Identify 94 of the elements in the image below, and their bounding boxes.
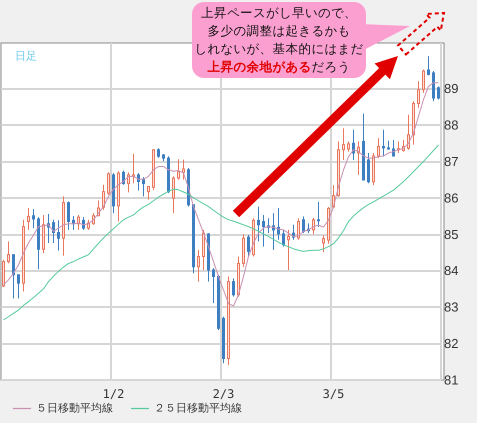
candlestick <box>387 140 390 150</box>
y-tick-label: 89 <box>444 81 458 96</box>
candlestick <box>422 69 425 94</box>
candlestick <box>167 156 170 194</box>
candlestick <box>157 148 160 158</box>
y-tick-label: 87 <box>444 154 458 169</box>
y-tick-label: 81 <box>444 372 458 388</box>
candlestick <box>432 70 435 102</box>
candlestick <box>122 170 125 186</box>
candlestick <box>407 114 410 150</box>
candlestick <box>262 214 265 248</box>
candlestick <box>107 172 110 196</box>
candlestick <box>47 213 50 244</box>
candlestick <box>102 184 105 210</box>
candlestick <box>437 86 440 100</box>
candlestick <box>237 256 240 298</box>
y-tick-label: 83 <box>444 300 458 315</box>
candlestick <box>347 140 350 152</box>
candlestick <box>302 216 305 234</box>
candlestick <box>7 241 10 264</box>
x-tick-label: 2/3 <box>212 387 234 401</box>
candlestick <box>32 208 35 229</box>
candlestick <box>337 140 340 198</box>
text: 日足 <box>15 50 37 62</box>
candlestick <box>222 316 225 364</box>
candlestick <box>257 206 260 242</box>
candlestick <box>142 176 145 197</box>
candlestick <box>327 206 330 244</box>
y-tick-label: 86 <box>444 190 458 206</box>
candlestick <box>287 229 290 270</box>
candlestick <box>202 229 205 270</box>
candlestick <box>277 208 280 240</box>
legend-label: ５日移動平均線 <box>36 402 113 414</box>
candlestick <box>12 254 15 299</box>
y-tick-label: 82 <box>444 336 458 352</box>
y-tick-label: 84 <box>444 263 458 278</box>
candlestick <box>377 138 380 159</box>
candlestick <box>357 140 360 176</box>
candlestick <box>117 170 120 222</box>
candlestick <box>62 196 65 256</box>
candlestick <box>342 128 345 160</box>
candlestick <box>242 234 245 268</box>
candlestick <box>227 276 230 366</box>
candlestick <box>232 278 235 298</box>
x-tick-label: 3/5 <box>322 387 344 401</box>
candlestick <box>372 152 375 186</box>
candlestick <box>312 217 315 235</box>
candlestick <box>52 219 55 244</box>
candlestick <box>317 201 320 228</box>
candlestick <box>392 139 395 158</box>
y-tick-label: 85 <box>444 226 458 242</box>
candlestick <box>412 100 415 146</box>
candlestick <box>137 172 140 192</box>
candlestick <box>417 80 420 108</box>
candlestick <box>272 212 275 250</box>
candlestick <box>352 129 355 160</box>
candlestick <box>197 249 200 282</box>
candlestick <box>162 154 165 162</box>
candlestick <box>152 148 155 190</box>
candlestick <box>147 185 150 200</box>
candlestick <box>22 219 25 292</box>
candlestick <box>17 274 20 299</box>
candlestick <box>42 214 45 254</box>
line-series <box>3 82 439 307</box>
speech-bubble: 上昇ペースがし早いので、 多少の調整は起きるかも しれないが、基本的にはまだ 上昇の余地があるだろう <box>192 2 366 78</box>
candlestick <box>427 56 430 76</box>
candlestick <box>27 208 30 230</box>
candlestick <box>2 259 5 288</box>
candlestick <box>382 129 385 158</box>
candlestick <box>172 176 175 214</box>
candlestick <box>192 204 195 274</box>
candlestick <box>247 234 250 257</box>
candlestick <box>282 229 285 248</box>
candlestick <box>112 172 115 214</box>
candlestick <box>132 153 135 184</box>
annotation: 上昇の余地がある <box>208 59 312 74</box>
candlestick <box>182 159 185 180</box>
x-tick-label: 1/2 <box>102 387 124 401</box>
candlestick <box>297 218 300 240</box>
candlestick <box>67 200 70 230</box>
candlestick <box>37 216 40 270</box>
candlestick <box>397 140 400 154</box>
candlestick <box>212 268 215 304</box>
candlestick <box>367 152 370 184</box>
line-series <box>3 144 439 320</box>
candlestick <box>362 113 365 180</box>
candlestick <box>217 274 220 331</box>
candlestick <box>207 232 210 282</box>
candlestick <box>127 172 130 193</box>
candlestick <box>322 234 325 253</box>
y-tick-label: 88 <box>444 117 458 132</box>
legend-label: ２５日移動平均線 <box>154 402 242 414</box>
candlestick <box>57 220 60 252</box>
candlestick <box>177 158 180 180</box>
